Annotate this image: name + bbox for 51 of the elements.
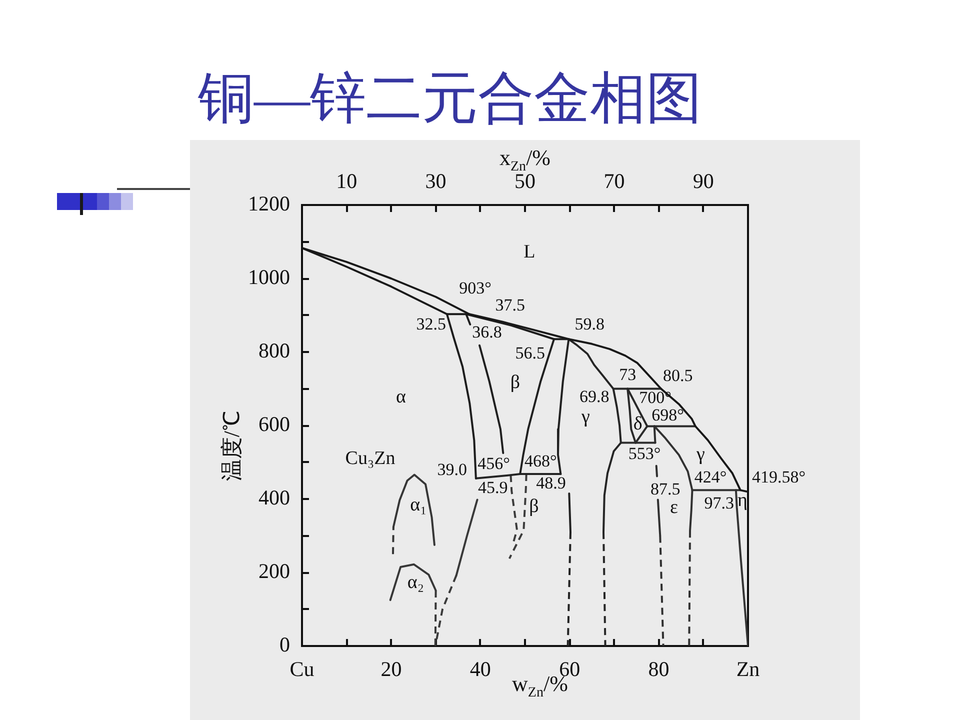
chart-title: 铜—锌二元合金相图 <box>197 67 703 132</box>
annotation: 32.5 <box>416 314 446 334</box>
annotation: α <box>396 386 406 408</box>
annotation: η <box>737 490 748 511</box>
y-tick-label: 800 <box>258 338 290 363</box>
x2-tick-label: 30 <box>425 168 446 193</box>
annotation: α₂ <box>407 572 424 593</box>
annotation: δ <box>633 413 642 434</box>
x2-tick-label: 70 <box>604 168 625 193</box>
annotation: γ <box>580 406 590 428</box>
annotation: 80.5 <box>663 366 693 386</box>
x-tick-label: 20 <box>380 657 402 682</box>
x2-tick-label: 10 <box>336 168 358 193</box>
annotation: 73 <box>619 365 636 384</box>
annotation: β <box>529 496 539 518</box>
y-tick-label: 600 <box>258 412 290 436</box>
annotation: ε <box>670 497 678 518</box>
annotation: 37.5 <box>495 296 525 315</box>
y-tick-label: 1200 <box>248 192 290 216</box>
y-tick-label: 400 <box>258 486 290 510</box>
annotation: 419.58° <box>752 467 806 486</box>
annotation: 39.0 <box>437 460 467 479</box>
annotation: 700° <box>639 388 672 408</box>
annotation: 424° <box>694 468 727 487</box>
y-tick-label: 200 <box>258 559 290 584</box>
annotation: 97.3 <box>704 494 734 513</box>
annotation: 45.9 <box>478 478 508 497</box>
y-axis-title: 温度/℃ <box>219 410 244 481</box>
x2-tick-label: 90 <box>692 168 714 193</box>
annotation: L <box>524 242 536 263</box>
x-tick-label: 80 <box>648 657 670 682</box>
x-tick-label: 40 <box>470 657 491 682</box>
annotation: 468° <box>524 451 557 470</box>
annotation: β <box>510 372 520 394</box>
annotation: 48.9 <box>536 473 566 492</box>
annotation: 56.5 <box>515 344 545 363</box>
annotation: 69.8 <box>580 387 610 406</box>
y-tick-label: 0 <box>280 632 290 657</box>
x-tick-label: Zn <box>736 657 760 682</box>
annotation: 456° <box>478 454 510 474</box>
annotation: α₁ <box>410 494 427 516</box>
annotation: 87.5 <box>650 480 680 499</box>
annotation: γ <box>696 444 705 466</box>
y-tick-label: 1000 <box>248 265 290 290</box>
annotation: Cu₃Zn <box>345 448 396 469</box>
annotation: 59.8 <box>574 314 604 334</box>
x-tick-label: Cu <box>290 657 315 682</box>
x2-axis-title: x$_{Zn}$/% <box>500 144 551 174</box>
annotation: 903° <box>459 278 492 298</box>
annotation: 553° <box>628 444 661 464</box>
annotation: 698° <box>652 406 684 425</box>
